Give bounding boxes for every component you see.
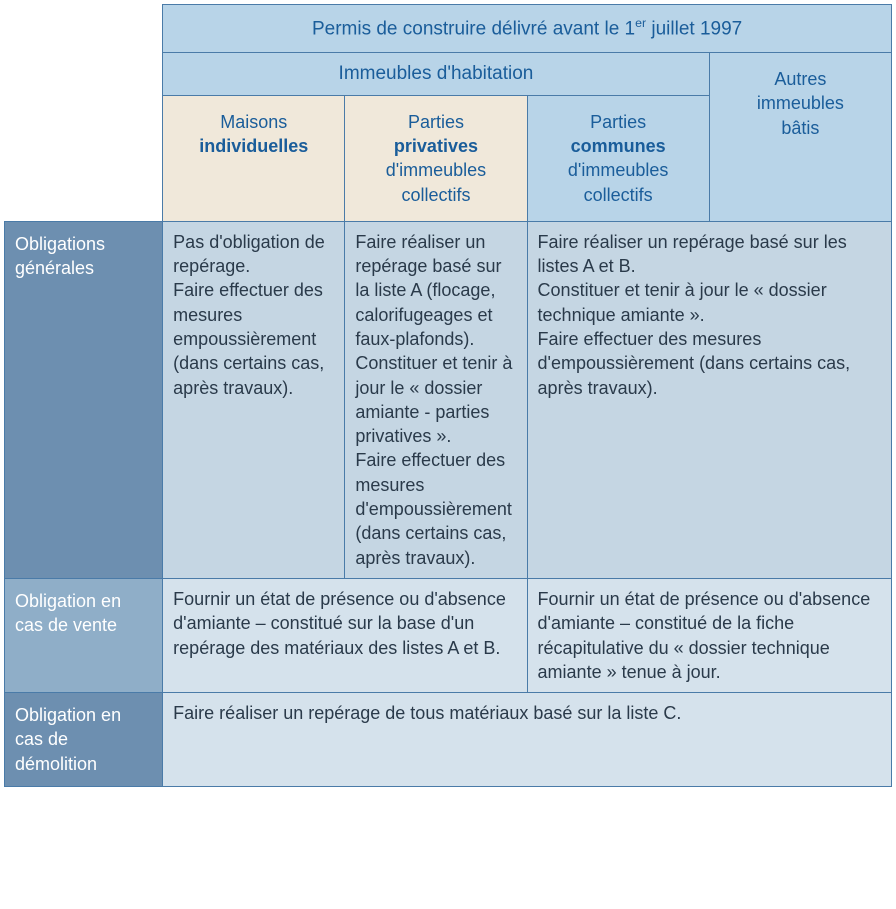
header-col1-l1: Maisons [220,112,287,132]
header-col4-l1: Autres [774,69,826,89]
row-label-obligation-vente: Obligation en cas de vente [5,578,163,692]
header-col4-l2: immeubles [757,93,844,113]
cell-r2-c12: Fournir un état de présence ou d'absence… [163,578,527,692]
header-top-sup: er [635,16,646,30]
header-col3-l1: Parties [590,112,646,132]
header-col2-l3: d'immeubles collectifs [386,160,486,204]
header-col3-l3: d'immeubles collectifs [568,160,668,204]
cell-r2-c34: Fournir un état de présence ou d'absence… [527,578,891,692]
header-group-immeubles: Immeubles d'habitation [163,52,710,95]
row-label-obligations-generales: Obligations générales [5,221,163,578]
header-col2-l2: privatives [394,136,478,156]
header-col-autres: Autres immeubles bâtis [709,52,891,221]
header-top: Permis de construire délivré avant le 1e… [163,5,892,53]
obligations-table: Permis de construire délivré avant le 1e… [4,4,892,787]
blank-corner [5,5,163,222]
cell-r3-all: Faire réaliser un repérage de tous matér… [163,693,892,787]
header-col2-l1: Parties [408,112,464,132]
header-col3-l2: communes [571,136,666,156]
header-col-communes: Parties communes d'immeubles collectifs [527,95,709,221]
row-label-obligation-demolition: Obligation en cas de démolition [5,693,163,787]
header-col4-l3: bâtis [781,118,819,138]
cell-r1-c1: Pas d'obligation de repérage.Faire effec… [163,221,345,578]
header-col1-l2: individuelles [199,136,308,156]
header-top-prefix: Permis de construire délivré avant le 1 [312,18,635,39]
cell-r1-c2: Faire réaliser un repérage basé sur la l… [345,221,527,578]
header-top-suffix: juillet 1997 [646,18,742,39]
header-col-privatives: Parties privatives d'immeubles collectif… [345,95,527,221]
header-col-maisons: Maisons individuelles [163,95,345,221]
cell-r1-c34: Faire réaliser un repérage basé sur les … [527,221,891,578]
